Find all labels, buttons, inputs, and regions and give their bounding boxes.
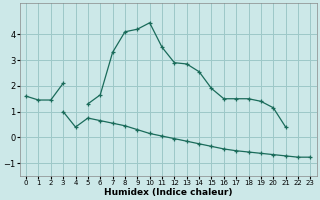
X-axis label: Humidex (Indice chaleur): Humidex (Indice chaleur) [104, 188, 232, 197]
